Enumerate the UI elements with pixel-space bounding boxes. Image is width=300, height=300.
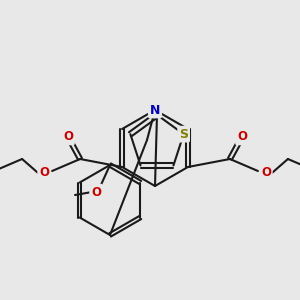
Text: O: O: [261, 167, 271, 179]
Text: O: O: [63, 130, 73, 143]
Text: N: N: [150, 103, 160, 116]
Text: S: S: [179, 128, 188, 141]
Text: O: O: [91, 185, 101, 199]
Text: O: O: [237, 130, 247, 143]
Text: O: O: [39, 167, 49, 179]
